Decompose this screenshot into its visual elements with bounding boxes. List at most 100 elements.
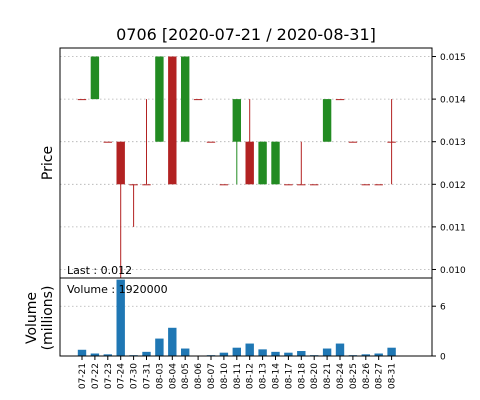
candle-body — [258, 141, 267, 185]
candle — [322, 99, 332, 142]
candle — [155, 56, 164, 142]
price-tick-label: 0.012 — [440, 181, 466, 191]
candle — [258, 141, 267, 185]
candle — [142, 99, 151, 186]
date-tick-label: 07-24 — [117, 363, 127, 389]
candle-body — [193, 99, 203, 101]
candle — [77, 99, 87, 101]
date-tick-label: 08-13 — [259, 363, 269, 389]
date-tick-label: 08-14 — [272, 363, 282, 389]
candle — [219, 184, 229, 186]
date-tick-label: 07-22 — [91, 363, 101, 389]
volume-bar — [219, 352, 229, 356]
price-tick-label: 0.011 — [440, 223, 466, 233]
candle — [181, 56, 190, 142]
candle-body — [348, 141, 358, 143]
price-panel: 0.010 0.011 0.012 0.013 0.014 0.015 Price Las… — [40, 47, 466, 279]
volume-bar — [245, 343, 254, 356]
volume-bar — [155, 338, 164, 356]
candle-body — [219, 184, 229, 186]
volume-bar — [322, 348, 332, 356]
volume-axis-label-line2: (millions) — [40, 286, 56, 351]
volume-y-ticks: 06 — [432, 303, 446, 363]
price-y-ticks: 0.010 0.011 0.012 0.013 0.014 0.015 — [432, 53, 466, 276]
candle-body — [232, 99, 241, 142]
date-tick-label: 07-23 — [104, 363, 114, 389]
candle — [103, 141, 112, 143]
candle — [245, 99, 254, 185]
candle — [206, 141, 216, 143]
candle — [271, 141, 280, 185]
candle-body — [90, 56, 100, 100]
candle-body — [297, 184, 306, 186]
candle — [348, 141, 358, 143]
date-tick-label: 08-07 — [207, 363, 217, 389]
candle-body — [271, 141, 280, 185]
date-tick-label: 08-26 — [362, 363, 372, 389]
volume-bar — [232, 347, 241, 356]
volume-bar — [90, 353, 100, 356]
date-tick-label: 08-03 — [155, 363, 165, 389]
candle — [168, 56, 177, 185]
candle-body — [387, 141, 396, 143]
date-tick-label: 07-21 — [78, 363, 88, 389]
last-price-annotation: Last : 0.012 — [67, 264, 132, 277]
candle-body — [77, 99, 87, 101]
date-tick-label: 08-17 — [284, 363, 294, 389]
volume-annotation: Volume : 1920000 — [67, 283, 168, 296]
candle — [374, 184, 383, 186]
volume-bar — [284, 352, 293, 356]
volume-bar — [361, 354, 370, 356]
price-tick-label: 0.014 — [440, 96, 466, 106]
volume-bar — [142, 351, 151, 356]
chart-title: 0706 [2020-07-21 / 2020-08-31] — [116, 25, 376, 44]
candle-body — [361, 184, 370, 186]
candle-body — [103, 141, 112, 143]
candle-body — [310, 184, 319, 186]
date-tick-label: 08-04 — [168, 363, 178, 389]
candle-body — [374, 184, 383, 186]
candles — [77, 56, 396, 278]
date-tick-label: 08-21 — [323, 363, 333, 389]
date-tick-label: 08-10 — [220, 363, 230, 389]
volume-bar — [335, 343, 345, 356]
date-tick-label: 08-11 — [233, 363, 243, 389]
price-tick-label: 0.013 — [440, 138, 466, 148]
candle — [90, 56, 100, 100]
candle-body — [129, 184, 138, 186]
candle-body — [168, 56, 177, 185]
date-tick-label: 08-20 — [310, 363, 320, 389]
candle — [129, 184, 138, 227]
volume-bar — [168, 327, 177, 356]
candle — [284, 184, 293, 186]
volume-bar — [181, 348, 190, 356]
date-tick-label: 08-24 — [336, 363, 346, 389]
price-tick-label: 0.015 — [440, 53, 466, 63]
date-tick-label: 08-12 — [246, 363, 256, 389]
date-tick-label: 07-31 — [143, 363, 153, 389]
candle — [310, 184, 319, 186]
candle-body — [155, 56, 164, 142]
volume-bar — [103, 354, 112, 356]
candle-body — [181, 56, 190, 142]
volume-axis-label-line1: Volume — [24, 292, 40, 344]
candle — [335, 99, 345, 101]
date-tick-label: 08-27 — [375, 363, 385, 389]
candle-body — [245, 141, 254, 185]
price-axis-label: Price — [40, 146, 56, 180]
candle-body — [116, 141, 125, 185]
candle-body — [142, 184, 151, 186]
volume-bar — [297, 351, 306, 356]
date-tick-label: 08-18 — [297, 363, 307, 389]
volume-bar — [387, 347, 396, 356]
volume-tick-label: 6 — [440, 303, 446, 313]
candle — [361, 184, 370, 186]
date-tick-label: 08-31 — [388, 363, 398, 389]
candle — [116, 141, 125, 278]
volume-bar — [271, 351, 280, 356]
date-tick-label: 08-25 — [349, 363, 359, 389]
date-tick-label: 07-30 — [130, 363, 140, 389]
price-tick-label: 0.010 — [440, 266, 466, 276]
volume-bar — [116, 279, 125, 356]
